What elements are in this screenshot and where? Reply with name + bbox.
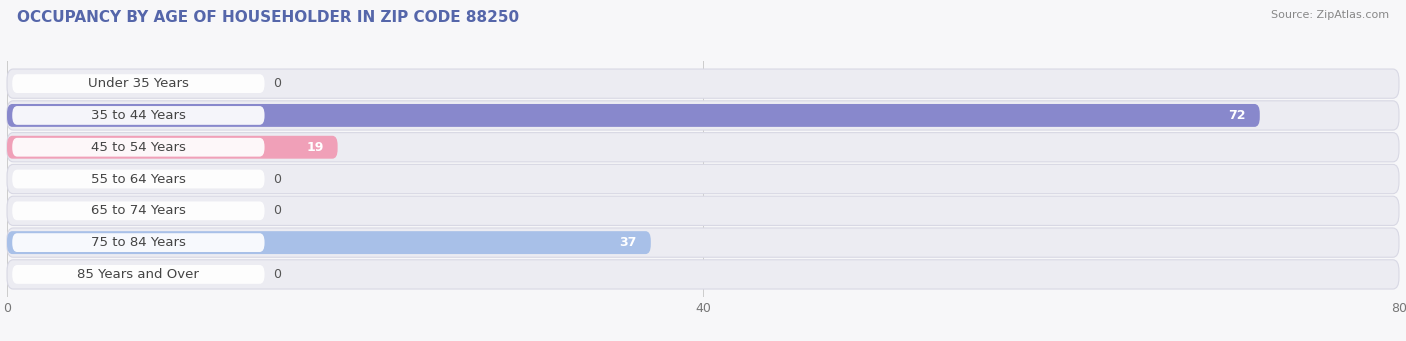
Text: 35 to 44 Years: 35 to 44 Years [91,109,186,122]
Text: 19: 19 [307,141,323,154]
FancyBboxPatch shape [7,104,1260,127]
Text: 0: 0 [273,268,281,281]
Text: Source: ZipAtlas.com: Source: ZipAtlas.com [1271,10,1389,20]
FancyBboxPatch shape [7,133,1399,162]
Text: 85 Years and Over: 85 Years and Over [77,268,200,281]
Text: 55 to 64 Years: 55 to 64 Years [91,173,186,186]
FancyBboxPatch shape [7,101,1399,130]
FancyBboxPatch shape [13,169,264,189]
Text: 72: 72 [1229,109,1246,122]
Text: 45 to 54 Years: 45 to 54 Years [91,141,186,154]
FancyBboxPatch shape [7,69,1399,98]
FancyBboxPatch shape [13,106,264,125]
Text: Under 35 Years: Under 35 Years [89,77,188,90]
FancyBboxPatch shape [13,202,264,220]
Text: 75 to 84 Years: 75 to 84 Years [91,236,186,249]
FancyBboxPatch shape [13,138,264,157]
Text: 65 to 74 Years: 65 to 74 Years [91,204,186,217]
Text: 0: 0 [273,204,281,217]
Text: OCCUPANCY BY AGE OF HOUSEHOLDER IN ZIP CODE 88250: OCCUPANCY BY AGE OF HOUSEHOLDER IN ZIP C… [17,10,519,25]
Text: 0: 0 [273,173,281,186]
Text: 0: 0 [273,77,281,90]
FancyBboxPatch shape [13,233,264,252]
FancyBboxPatch shape [7,228,1399,257]
FancyBboxPatch shape [7,136,337,159]
FancyBboxPatch shape [7,231,651,254]
FancyBboxPatch shape [7,196,1399,225]
FancyBboxPatch shape [13,74,264,93]
FancyBboxPatch shape [7,164,1399,194]
Text: 37: 37 [620,236,637,249]
FancyBboxPatch shape [7,260,1399,289]
FancyBboxPatch shape [13,265,264,284]
